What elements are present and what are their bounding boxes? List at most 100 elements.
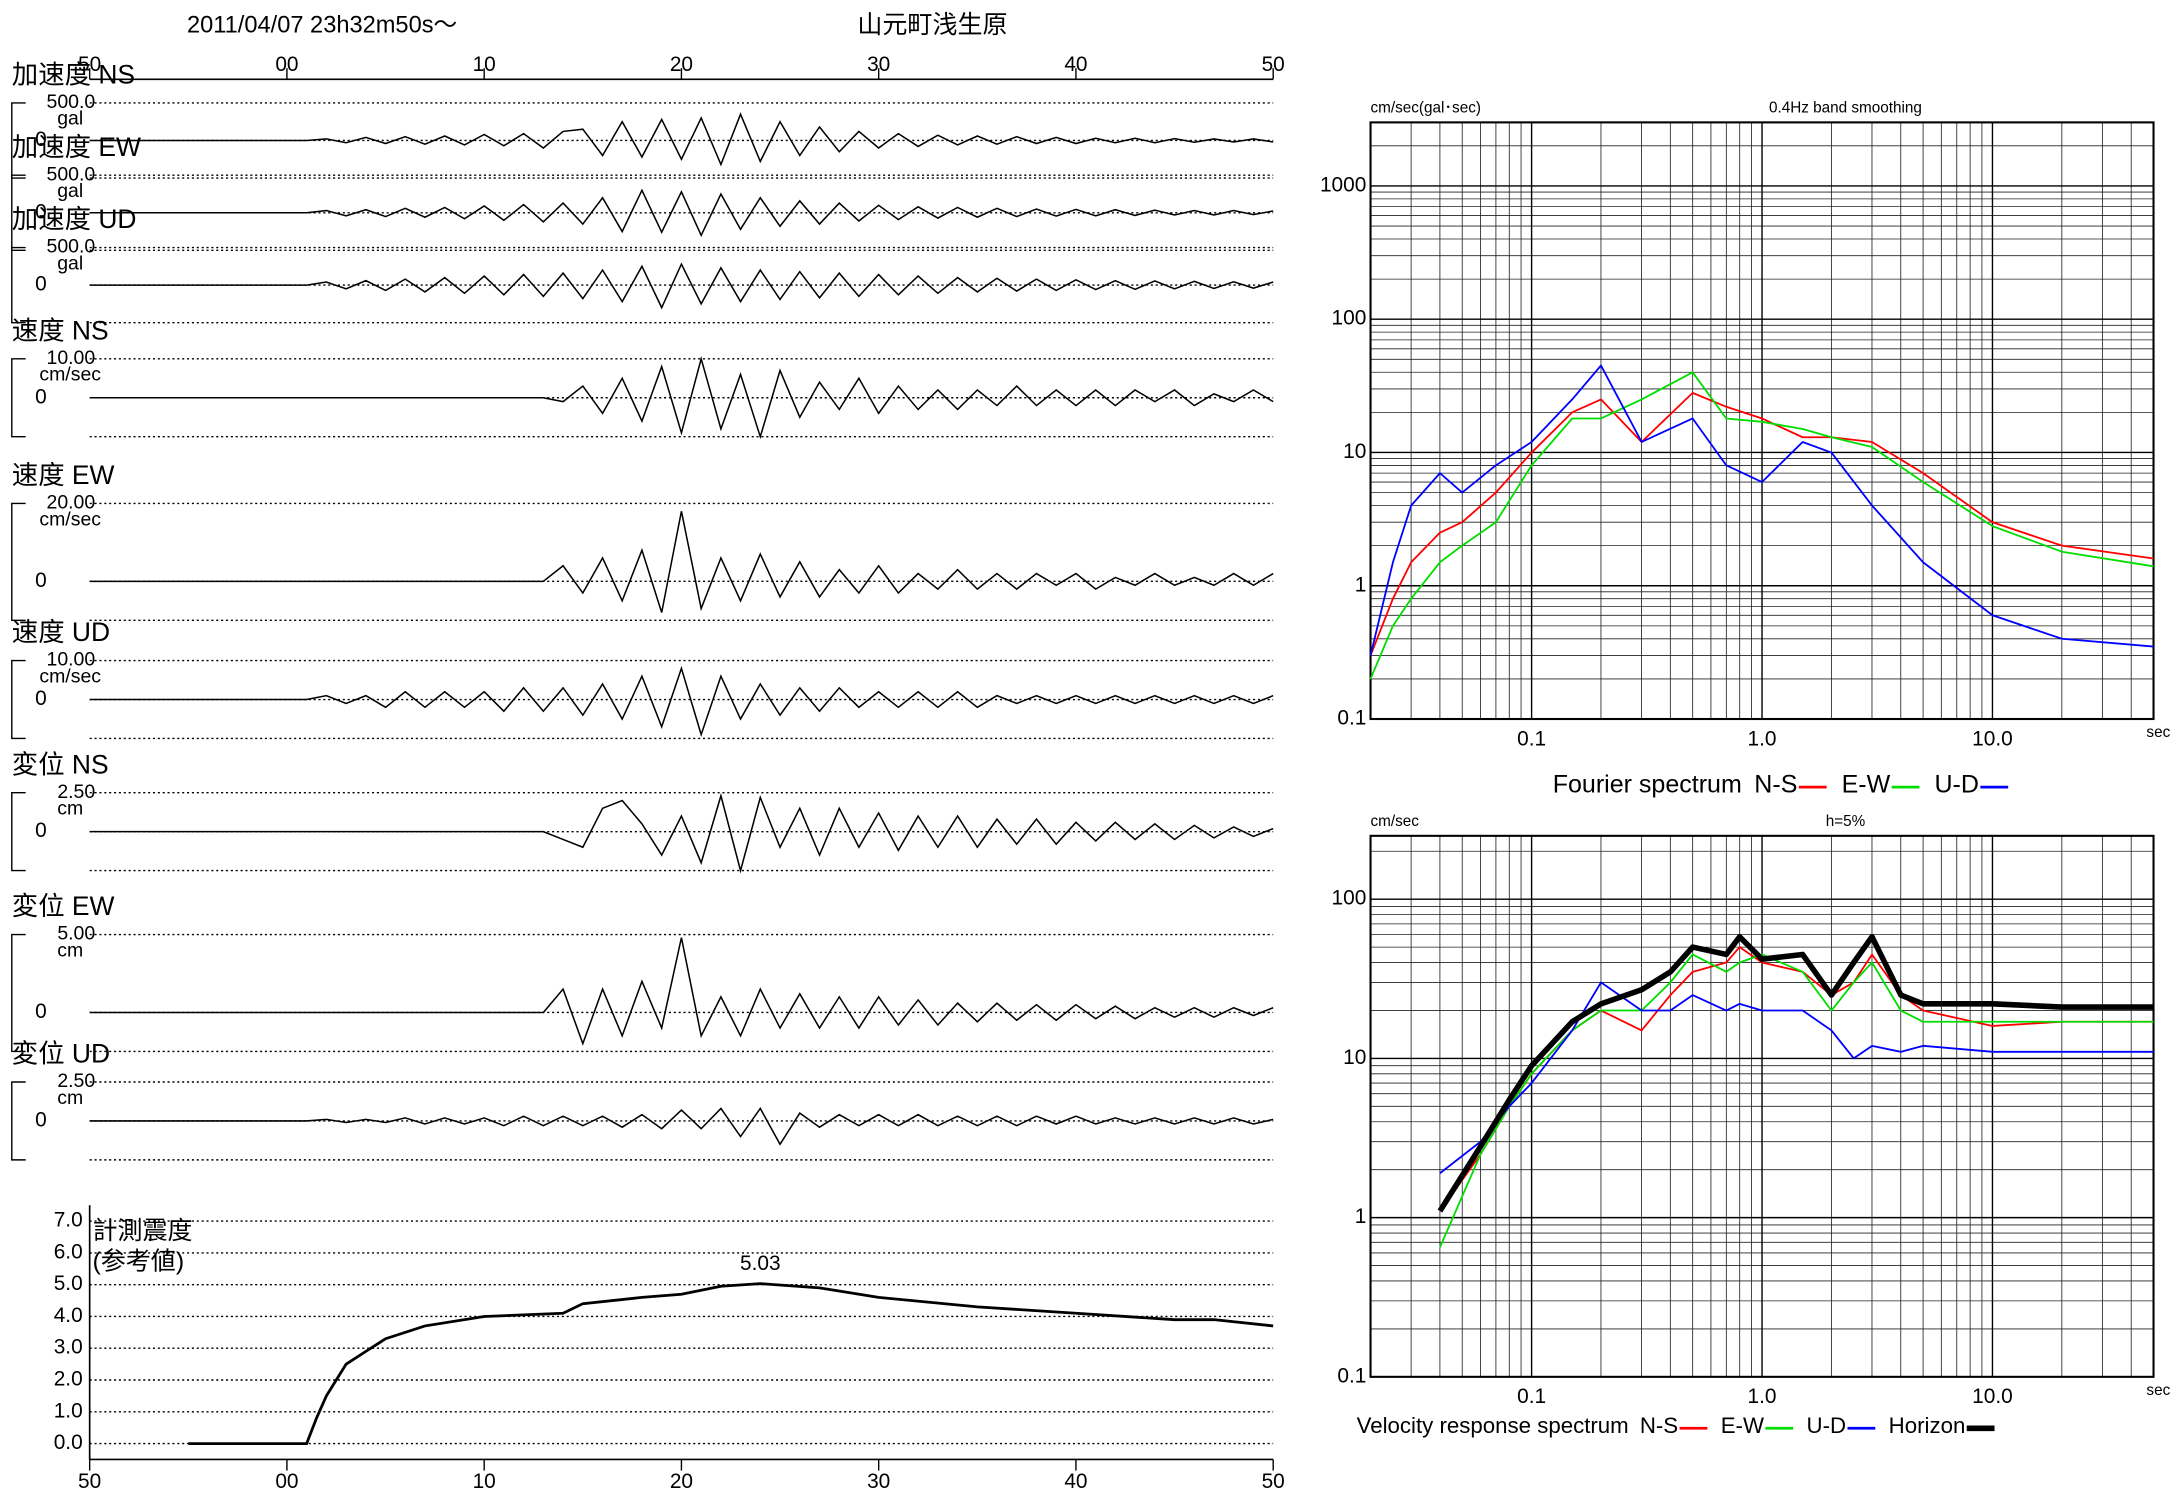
trace-name: 速度 UD — [12, 617, 110, 647]
trace-name: 加速度 EW — [12, 132, 141, 162]
y-tick-label: 0 — [35, 1108, 47, 1131]
spectrum-line — [1369, 391, 2154, 656]
spectrum-line — [1439, 953, 2154, 1248]
x-axis-label: sec — [2146, 724, 2170, 741]
unit-label: gal — [57, 252, 83, 274]
spectrum-line — [1369, 371, 2154, 680]
y-tick-label: 1.0 — [54, 1399, 83, 1422]
y-tick-label: 5.0 — [54, 1272, 83, 1295]
chart-title: 計測震度 — [92, 1217, 192, 1245]
x-tick-label: 50 — [1262, 1470, 1285, 1493]
x-tick-label: 10 — [473, 1470, 496, 1493]
trace-bracket — [11, 1081, 26, 1161]
y-axis-label: cm/sec(gal･sec) — [1371, 100, 1481, 117]
y-tick-label: 10.00 — [46, 347, 95, 369]
trace-name: 加速度 NS — [12, 59, 135, 89]
y-tick-label: 0.1 — [1337, 1364, 1366, 1387]
y-tick-label: 3.0 — [54, 1336, 83, 1359]
y-tick-label: 500.0 — [46, 91, 95, 113]
trace-name: 速度 NS — [12, 315, 109, 345]
x-tick-label: 1.0 — [1748, 1385, 1777, 1408]
y-tick-label: 0 — [35, 687, 47, 710]
y-tick-label: 10 — [1343, 1046, 1366, 1069]
unit-label: cm/sec — [39, 508, 101, 530]
x-tick-label: 50 — [1262, 53, 1285, 76]
trace-name: 加速度 UD — [12, 204, 137, 234]
legend-label: E-W — [1842, 770, 1891, 798]
y-tick-label: 7.0 — [54, 1209, 83, 1232]
y-tick-label: 0 — [35, 819, 47, 842]
x-tick-label: 10 — [473, 53, 496, 76]
trace-name: 変位 NS — [12, 749, 109, 779]
y-tick-label: 500.0 — [46, 236, 95, 258]
y-tick-label: 500.0 — [46, 163, 95, 185]
y-tick-label: 100 — [1332, 887, 1367, 910]
peak-label: 5.03 — [740, 1252, 781, 1275]
waveform-trace — [89, 1106, 1274, 1146]
x-tick-label: 50 — [78, 53, 101, 76]
x-tick-label: 30 — [867, 1470, 890, 1493]
legend-label: N-S — [1640, 1413, 1678, 1438]
waveform-trace — [89, 112, 1274, 167]
x-tick-label: 0.1 — [1517, 727, 1546, 750]
x-tick-label: 00 — [275, 1470, 298, 1493]
y-tick-label: 1 — [1355, 573, 1367, 596]
x-tick-label: 30 — [867, 53, 890, 76]
trace-bracket — [11, 174, 26, 252]
x-tick-label: 10.0 — [1972, 1385, 2013, 1408]
spectrum-line — [1439, 981, 2154, 1174]
y-tick-label: 2.50 — [57, 781, 95, 803]
y-tick-label: 20.00 — [46, 492, 95, 514]
y-tick-label: 0 — [35, 273, 47, 296]
waveform-trace — [89, 792, 1274, 874]
y-tick-label: 4.0 — [54, 1304, 83, 1327]
y-tick-label: 6.0 — [54, 1240, 83, 1263]
y-tick-label: 1 — [1355, 1205, 1367, 1228]
unit-label: cm — [57, 939, 83, 961]
legend-label: Horizon — [1889, 1413, 1966, 1438]
x-tick-label: 40 — [1064, 53, 1087, 76]
y-tick-label: 100 — [1332, 307, 1367, 330]
x-tick-label: 0.1 — [1517, 1385, 1546, 1408]
datetime: 2011/04/07 23h32m50s〜 — [187, 13, 457, 39]
unit-label: gal — [57, 180, 83, 202]
trace-bracket — [11, 933, 26, 1053]
y-tick-label: 0.1 — [1337, 707, 1366, 730]
trace-bracket — [11, 792, 26, 872]
y-tick-label: 10.00 — [46, 649, 95, 671]
waveform-trace — [89, 355, 1274, 440]
y-tick-label: 0 — [35, 1000, 47, 1023]
legend-label: U-D — [1807, 1413, 1847, 1438]
x-tick-label: 50 — [78, 1470, 101, 1493]
y-tick-label: 1000 — [1320, 173, 1366, 196]
trace-bracket — [11, 102, 26, 179]
station: 山元町浅生原 — [857, 11, 1007, 39]
trace-bracket — [11, 502, 26, 621]
spectrum-line — [1439, 946, 2154, 1212]
chart-subtitle: 0.4Hz band smoothing — [1769, 100, 1922, 117]
y-tick-label: 0 — [35, 569, 47, 592]
trace-name: 変位 EW — [12, 891, 115, 921]
x-tick-label: 10.0 — [1972, 727, 2013, 750]
unit-label: gal — [57, 108, 83, 130]
x-tick-label: 40 — [1064, 1470, 1087, 1493]
unit-label: cm — [57, 798, 83, 820]
spectrum-line — [1369, 364, 2154, 656]
x-tick-label: 20 — [670, 53, 693, 76]
y-axis-label: cm/sec — [1371, 813, 1420, 830]
y-tick-label: 0 — [35, 200, 47, 223]
unit-label: cm/sec — [39, 364, 101, 386]
chart-subtitle: (参考値) — [92, 1247, 184, 1275]
x-tick-label: 1.0 — [1748, 727, 1777, 750]
intensity-line — [188, 1282, 1274, 1445]
waveform-trace — [89, 665, 1274, 738]
y-tick-label: 0 — [35, 128, 47, 151]
chart-title: Fourier spectrum — [1553, 770, 1742, 798]
plot-frame — [1369, 834, 2155, 1378]
chart-subtitle: h=5% — [1826, 813, 1866, 830]
legend-label: E-W — [1721, 1413, 1764, 1438]
y-tick-label: 10 — [1343, 440, 1366, 463]
plot-frame — [1369, 121, 2155, 721]
trace-bracket — [11, 246, 26, 324]
